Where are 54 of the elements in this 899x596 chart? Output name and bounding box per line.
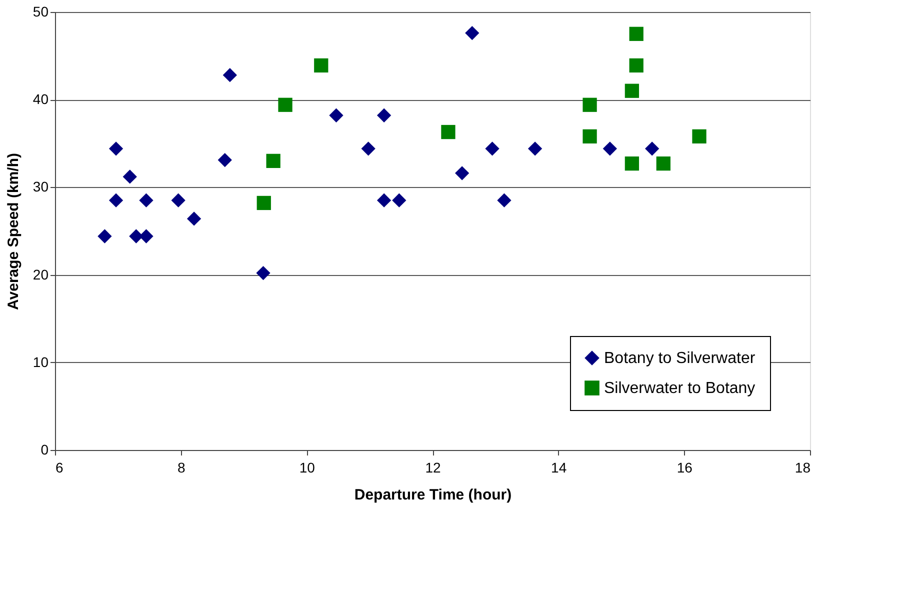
x-tick-label: 12 [425, 460, 441, 476]
point [485, 142, 500, 156]
point [98, 229, 112, 244]
y-tick-label: 0 [40, 442, 49, 458]
x-tick-label: 18 [794, 460, 811, 476]
point [171, 193, 186, 208]
y-tick-label: 30 [32, 178, 49, 195]
x-tick-label: 6 [56, 460, 64, 476]
point [266, 154, 280, 168]
point [129, 229, 144, 244]
point [629, 58, 644, 73]
point [645, 142, 660, 156]
x-tick-label: 14 [551, 460, 567, 476]
point [656, 156, 670, 171]
legend-label: Botany to Silverwater [604, 350, 756, 367]
point [392, 193, 406, 208]
point [692, 129, 706, 144]
point [139, 193, 154, 208]
y-tick-label: 10 [32, 354, 49, 370]
point [329, 108, 344, 122]
point [314, 58, 328, 73]
point [122, 170, 137, 184]
point [624, 84, 640, 98]
point [497, 193, 512, 208]
legend-label: Silverwater to Botany [604, 380, 756, 397]
point [376, 108, 392, 122]
point [361, 142, 376, 156]
point [528, 142, 542, 156]
point [108, 193, 124, 208]
point [278, 98, 292, 112]
point [256, 196, 271, 210]
x-tick-label: 10 [299, 460, 316, 476]
point [218, 152, 232, 168]
x-tick-label: 8 [177, 460, 186, 476]
point [139, 229, 154, 244]
point [455, 166, 470, 180]
point [582, 98, 597, 112]
point [465, 26, 480, 40]
point [186, 212, 202, 226]
point [624, 156, 640, 171]
x-tick-label: 16 [676, 460, 693, 476]
point [376, 193, 392, 208]
x-axis-title: Departure Time (hour) [354, 486, 512, 504]
y-axis-title: Average Speed (km/h) [4, 153, 22, 310]
point [256, 266, 270, 280]
y-tick-label: 20 [32, 266, 49, 282]
point [582, 129, 597, 144]
point [222, 68, 237, 82]
point [629, 26, 644, 41]
y-tick-label: 50 [32, 4, 49, 20]
point [602, 142, 617, 156]
y-tick-label: 40 [32, 91, 49, 108]
point [441, 124, 456, 140]
point [108, 142, 124, 156]
